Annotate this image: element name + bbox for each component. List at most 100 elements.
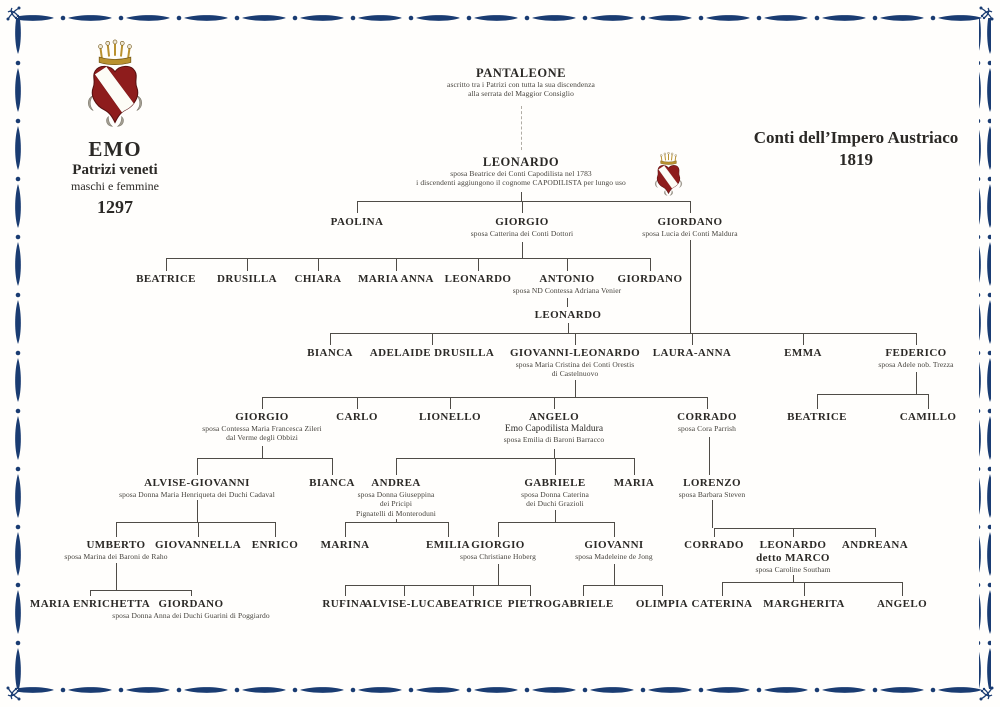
connector-line <box>116 522 117 537</box>
connector-line <box>116 563 117 590</box>
connector-line <box>714 528 715 537</box>
person-note: sposa Cora Parrish <box>677 424 737 433</box>
person-note: dei Pricipi <box>379 499 413 509</box>
connector-line <box>522 242 523 258</box>
family-subtitle-1: Patrizi veneti <box>72 162 158 178</box>
person-note: sposa Christiane Hoberg <box>460 552 536 561</box>
connector-line <box>714 528 876 529</box>
connector-line <box>262 446 263 458</box>
person-note: ascritto tra i Patrizi con tutta la sua … <box>447 80 595 89</box>
connector-line <box>345 585 531 586</box>
person-name: CHIARA <box>294 273 342 285</box>
person-lionello: LIONELLO <box>419 411 481 424</box>
person-name: ANTONIO <box>539 273 595 285</box>
person-carlo: CARLO <box>336 411 378 424</box>
person-name: GIORDANO <box>158 598 224 610</box>
person-note: sposa Beatrice dei Conti Capodilista nel… <box>450 169 592 178</box>
connector-line <box>793 575 794 582</box>
person-name: LEONARDO <box>534 309 602 321</box>
person-lorenzo: LORENZO sposa Barbara Steven <box>679 477 746 499</box>
person-name: CAMILLO <box>899 411 957 423</box>
connector-line <box>555 458 556 475</box>
connector-line <box>197 458 333 459</box>
person-gabriele: GABRIELE sposa Donna Caterina dei Duchi Gr… <box>521 477 589 509</box>
person-angelo: ANGELO <box>877 598 927 611</box>
person-note: sposa Catterina dei Conti Dottori <box>470 229 574 238</box>
person-name: BIANCA <box>309 477 355 489</box>
connector-line <box>928 394 929 409</box>
person-chiara: CHIARA <box>294 273 341 286</box>
connector-line <box>817 394 929 395</box>
connector-line <box>90 590 192 591</box>
person-name: MARIA <box>613 477 655 489</box>
person-drusilla: DRUSILLA <box>217 273 277 286</box>
person-rufina: RUFINA <box>322 598 367 611</box>
connector-line <box>583 585 663 586</box>
person-name: CATERINA <box>691 598 753 610</box>
person-name: LIONELLO <box>419 411 481 423</box>
person-antonio: ANTONIO sposa ND Contessa Adriana Venier <box>513 273 621 295</box>
right-heading-year: 1819 <box>839 150 873 169</box>
connector-line <box>357 201 691 202</box>
connector-line <box>330 333 331 345</box>
person-name: CARLO <box>336 411 378 423</box>
connector-line <box>634 458 635 475</box>
connector-line <box>345 522 449 523</box>
person-giorgio: GIORGIO sposa Catterina dei Conti Dottori <box>471 216 573 238</box>
person-maria: MARIA <box>614 477 655 490</box>
connector-line <box>650 258 651 271</box>
connector-line <box>396 458 397 475</box>
person-name: GIORGIO <box>495 216 549 228</box>
person-name-2: detto MARCO <box>756 552 830 564</box>
person-note: sposa Donna Caterina <box>521 490 589 499</box>
connector-line <box>166 258 167 271</box>
family-subtitle-2: maschi e femmine <box>71 179 159 193</box>
person-leonardo: LEONARDO detto MARCO sposa Caroline Southa… <box>755 539 830 574</box>
connector-line <box>396 258 397 271</box>
connector-line <box>555 510 556 522</box>
person-umberto: UMBERTO sposa Marina dei Baroni de Raho <box>64 539 167 561</box>
connector-line <box>521 106 522 150</box>
connector-line <box>690 201 691 213</box>
person-name: UMBERTO <box>86 539 146 551</box>
person-surname-line: Emo Capodilista Maldura <box>504 424 604 434</box>
connector-line <box>191 590 192 596</box>
family-year: 1297 <box>97 197 133 217</box>
connector-line <box>530 585 531 596</box>
connector-line <box>521 192 522 201</box>
person-name: GIOVANNELLA <box>154 539 242 551</box>
person-name: LEONARDO <box>759 539 827 551</box>
person-name: PAOLINA <box>330 216 384 228</box>
person-name: LEONARDO <box>482 155 560 169</box>
person-note: dal Verme degli Obbizi <box>226 433 298 443</box>
person-name: CORRADO <box>684 539 744 551</box>
connector-line <box>902 582 903 596</box>
connector-line <box>793 528 794 537</box>
connector-line <box>478 258 479 271</box>
person-name: ANDREA <box>371 477 421 489</box>
connector-line <box>804 582 805 596</box>
person-leonardo: LEONARDO <box>535 309 602 322</box>
connector-line <box>357 397 358 409</box>
person-name: PANTALEONE <box>476 66 566 80</box>
person-name: BIANCA <box>307 347 353 359</box>
person-name: MARIA ENRICHETTA <box>29 598 151 610</box>
connector-line <box>583 585 584 596</box>
person-pantaleone: PANTALEONE ascritto tra i Patrizi con tut… <box>447 66 595 99</box>
person-name: EMILIA <box>426 539 470 551</box>
connector-line <box>916 372 917 394</box>
person-name: LORENZO <box>683 477 741 489</box>
connector-line <box>498 522 615 523</box>
person-note: sposa Emilia di Baroni Barracco <box>503 435 605 444</box>
person-margherita: MARGHERITA <box>763 598 844 611</box>
person-emma: EMMA <box>784 347 822 360</box>
person-name: ENRICO <box>251 539 299 551</box>
connector-line <box>396 458 635 459</box>
person-giovannella: GIOVANNELLA <box>155 539 241 552</box>
person-name: CORRADO <box>677 411 737 423</box>
person-caterina: CATERINA <box>691 598 752 611</box>
connector-line <box>554 449 555 458</box>
connector-line <box>345 522 346 537</box>
person-laura-anna: LAURA-ANNA <box>653 347 732 360</box>
person-name: PIETRO <box>507 598 553 610</box>
